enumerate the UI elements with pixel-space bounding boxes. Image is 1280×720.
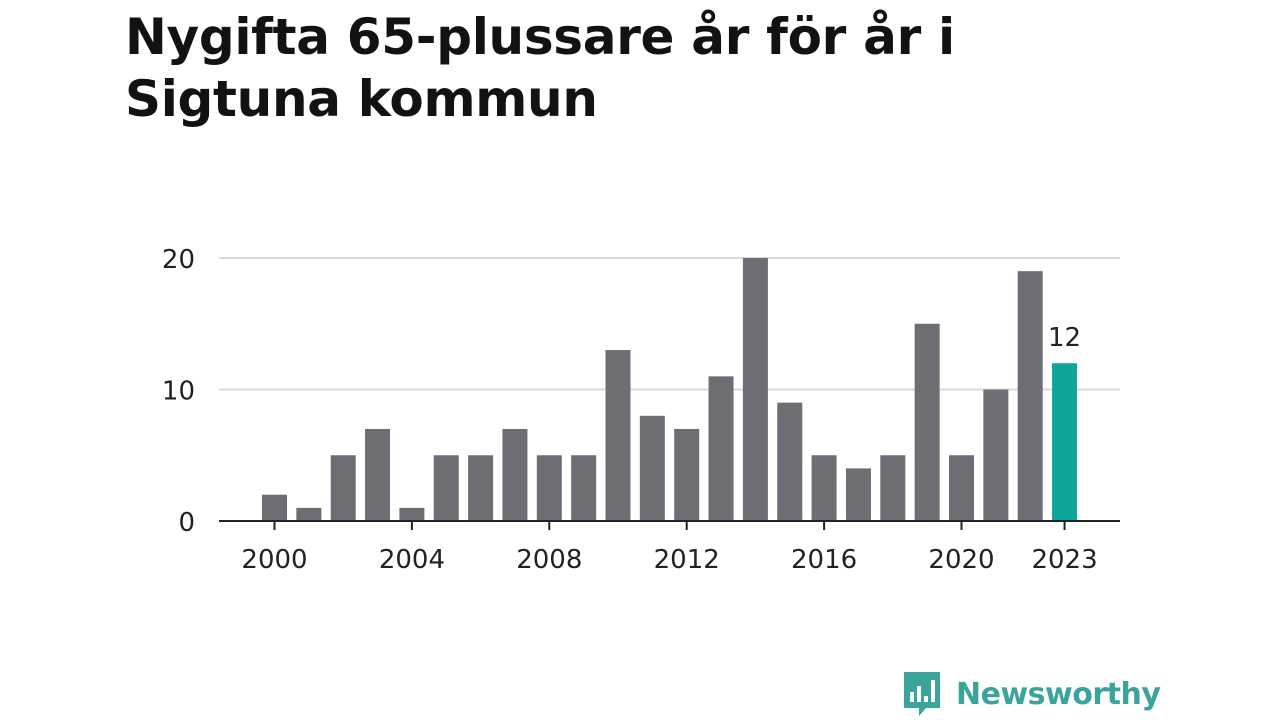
y-tick-label: 10 bbox=[162, 377, 195, 407]
bar-2010 bbox=[605, 350, 631, 521]
bar-2000 bbox=[262, 494, 287, 521]
gridlines bbox=[219, 257, 1120, 391]
bar-2007 bbox=[502, 428, 528, 521]
bar-2023 bbox=[1052, 363, 1078, 521]
x-tick-label: 2004 bbox=[379, 545, 445, 575]
x-tick-label: 2023 bbox=[1031, 545, 1097, 575]
x-axis bbox=[219, 520, 1120, 530]
bar-2016 bbox=[811, 455, 837, 521]
bar-2003 bbox=[365, 428, 391, 521]
newsworthy-logo: Newsworthy bbox=[902, 670, 1161, 718]
x-tick-label: 2008 bbox=[516, 545, 582, 575]
chart-title: Nygifta 65-plussare år för år i Sigtuna … bbox=[125, 8, 955, 128]
bar-2013 bbox=[708, 376, 734, 521]
bar-2021 bbox=[983, 389, 1009, 521]
bar-2020 bbox=[949, 455, 974, 521]
data-label: 12 bbox=[1048, 323, 1081, 353]
bar-2015 bbox=[777, 402, 803, 521]
bar-2011 bbox=[639, 415, 665, 521]
bar-2019 bbox=[914, 323, 940, 521]
bar-2001 bbox=[296, 507, 322, 521]
bar-2009 bbox=[571, 455, 597, 521]
bar-2014 bbox=[742, 258, 768, 521]
y-tick-label: 20 bbox=[162, 245, 195, 275]
bar-2018 bbox=[880, 455, 906, 521]
bar-2002 bbox=[330, 455, 356, 521]
x-tick-label: 2020 bbox=[928, 545, 994, 575]
bar-2017 bbox=[845, 468, 871, 521]
bar-2004 bbox=[399, 507, 425, 521]
bar-2008 bbox=[536, 455, 562, 521]
bar-2022 bbox=[1017, 271, 1043, 521]
bar-2005 bbox=[433, 455, 459, 521]
x-tick-label: 2016 bbox=[791, 545, 857, 575]
bar-2012 bbox=[674, 428, 700, 521]
bar-2006 bbox=[468, 455, 494, 521]
y-tick-label: 0 bbox=[178, 508, 195, 538]
bars bbox=[262, 258, 1078, 521]
bar-chart-speech-bubble-icon bbox=[904, 672, 940, 716]
x-tick-label: 2012 bbox=[654, 545, 720, 575]
x-tick-label: 2000 bbox=[241, 545, 307, 575]
brand-name: Newsworthy bbox=[956, 676, 1161, 712]
